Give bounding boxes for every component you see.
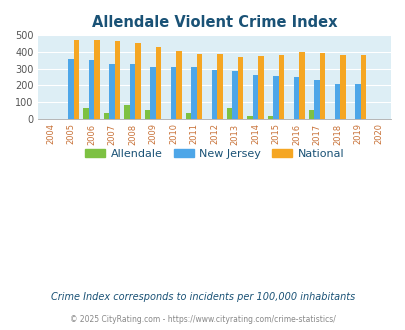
Bar <box>232 71 237 118</box>
Bar <box>109 64 115 118</box>
Text: Crime Index corresponds to incidents per 100,000 inhabitants: Crime Index corresponds to incidents per… <box>51 292 354 302</box>
Bar <box>124 105 130 118</box>
Bar <box>252 75 258 118</box>
Bar <box>258 56 263 118</box>
Bar <box>299 52 304 118</box>
Title: Allendale Violent Crime Index: Allendale Violent Crime Index <box>92 15 337 30</box>
Bar <box>313 80 319 118</box>
Bar <box>267 116 273 118</box>
Bar <box>360 55 366 118</box>
Bar <box>94 40 100 118</box>
Bar <box>319 53 325 118</box>
Bar <box>171 67 176 118</box>
Bar <box>191 67 196 118</box>
Bar <box>196 54 202 118</box>
Bar <box>115 41 120 118</box>
Bar <box>226 108 232 118</box>
Bar <box>156 47 161 118</box>
Bar <box>145 110 150 118</box>
Bar <box>83 108 89 118</box>
Bar <box>237 57 243 118</box>
Bar <box>89 60 94 118</box>
Legend: Allendale, New Jersey, National: Allendale, New Jersey, National <box>81 144 348 163</box>
Bar <box>340 55 345 118</box>
Bar <box>293 78 299 118</box>
Bar <box>185 113 191 118</box>
Text: © 2025 CityRating.com - https://www.cityrating.com/crime-statistics/: © 2025 CityRating.com - https://www.city… <box>70 315 335 324</box>
Bar <box>176 51 181 118</box>
Bar <box>247 116 252 118</box>
Bar <box>68 59 74 118</box>
Bar <box>150 67 156 118</box>
Bar <box>273 76 278 118</box>
Bar <box>104 113 109 118</box>
Bar <box>135 43 141 118</box>
Bar <box>278 55 284 118</box>
Bar <box>354 84 360 118</box>
Bar <box>74 41 79 118</box>
Bar <box>334 83 340 118</box>
Bar <box>217 54 222 118</box>
Bar <box>308 110 313 118</box>
Bar <box>211 70 217 118</box>
Bar <box>130 64 135 118</box>
